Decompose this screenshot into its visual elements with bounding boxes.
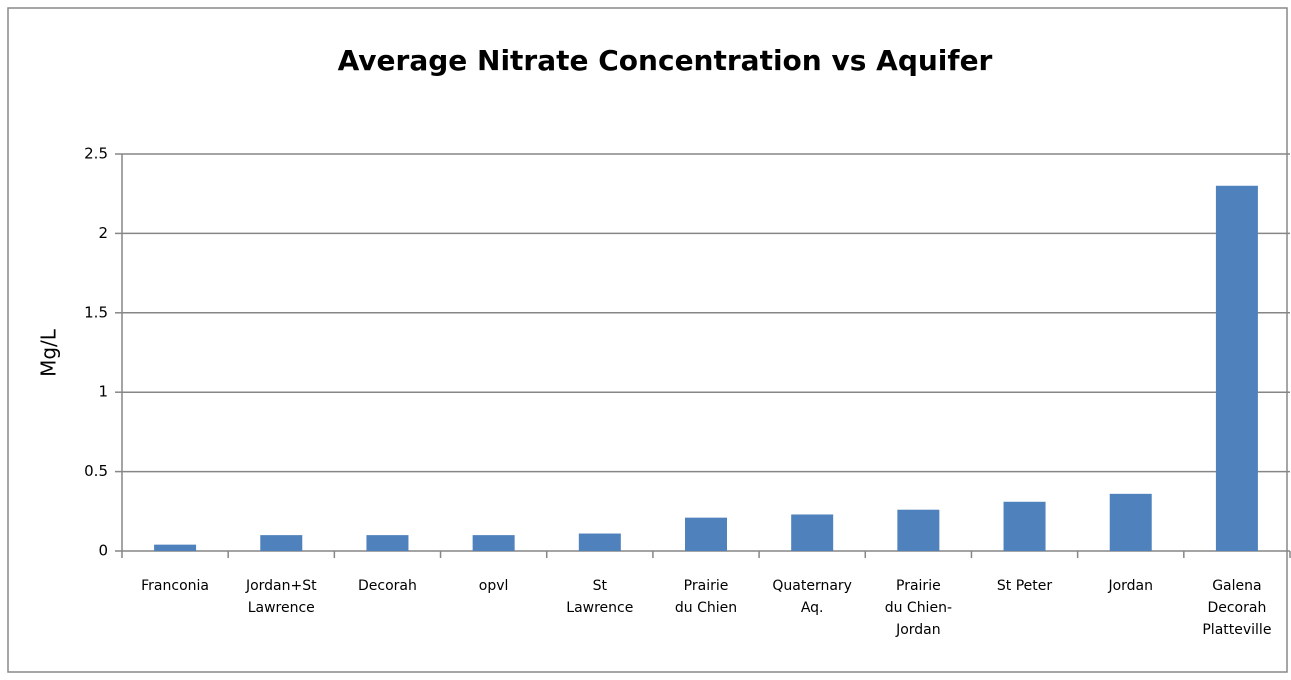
chart-title: Average Nitrate Concentration vs Aquifer: [338, 44, 993, 77]
bar: [260, 535, 303, 551]
bar: [685, 517, 727, 551]
x-tick-label: St Peter: [996, 578, 1053, 594]
bar: [154, 544, 197, 551]
bar: [366, 535, 409, 551]
x-tick-label: Decorah: [358, 578, 417, 594]
y-tick-label: 1.5: [84, 303, 108, 321]
x-tick-label: opvl: [478, 578, 509, 594]
bar: [1109, 493, 1152, 551]
x-tick-label: St Lawrence: [566, 578, 634, 616]
x-tick-label: Quaternary Aq.: [772, 578, 852, 616]
x-tick-label: Franconia: [141, 578, 209, 594]
bar: [897, 509, 940, 551]
y-tick-label: 2: [98, 224, 108, 242]
x-tick-label: Prairie du Chien- Jordan: [884, 578, 952, 638]
x-tick-label: Jordan+St Lawrence: [245, 578, 317, 616]
bar: [578, 533, 621, 551]
x-tick-label: Galena Decorah Platteville: [1202, 578, 1272, 638]
y-axis-label: Mg/L: [37, 328, 61, 377]
chart-frame: [7, 7, 1288, 673]
y-tick-label: 1: [98, 383, 108, 401]
x-tick-label: Jordan: [1108, 578, 1153, 594]
y-tick-label: 2.5: [84, 145, 108, 163]
bar: [791, 514, 834, 551]
bar: [472, 535, 515, 551]
y-tick-label: 0: [98, 542, 108, 560]
x-tick-label: Prairie du Chien: [674, 578, 738, 616]
bar: [1215, 185, 1258, 551]
bar: [1003, 501, 1046, 551]
y-tick-label: 0.5: [84, 462, 108, 480]
